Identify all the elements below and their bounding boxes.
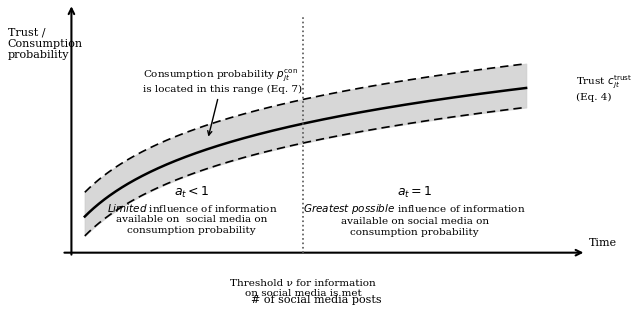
Text: Consumption probability $p^{\mathrm{con}}_{jt}$
is located in this range (Eq. 7): Consumption probability $p^{\mathrm{con}… (143, 67, 302, 135)
Text: Trust $c^{\mathrm{trust}}_{jt}$
(Eq. 4): Trust $c^{\mathrm{trust}}_{jt}$ (Eq. 4) (577, 74, 633, 102)
Text: $\mathit{Limited}$ influence of information
available on  social media on
consum: $\mathit{Limited}$ influence of informat… (106, 202, 277, 235)
Text: # of social media posts: # of social media posts (252, 295, 382, 305)
Text: $a_t = 1$: $a_t = 1$ (397, 185, 433, 200)
Text: Trust /
Consumption
probability: Trust / Consumption probability (8, 27, 83, 60)
Text: Time: Time (589, 238, 617, 248)
Text: Threshold ν for information
on social media is met: Threshold ν for information on social me… (230, 279, 376, 298)
Text: $a_t < 1$: $a_t < 1$ (174, 185, 209, 200)
Text: $\mathit{Greatest\ possible}$ influence of information
available on social media: $\mathit{Greatest\ possible}$ influence … (303, 202, 526, 237)
